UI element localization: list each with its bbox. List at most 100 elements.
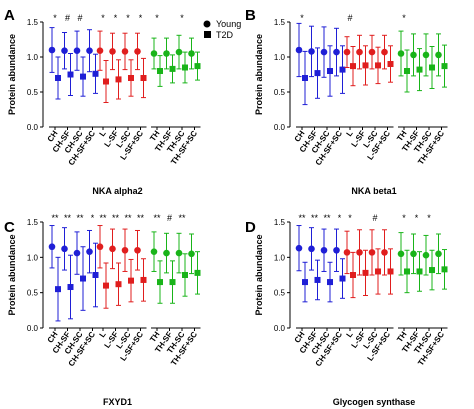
significance-mark: *	[126, 13, 130, 23]
t2d-point	[169, 65, 176, 72]
significance-mark: *	[402, 213, 406, 223]
legend-label-t2d: T2D	[216, 30, 234, 40]
y-tick-label: 1.5	[274, 18, 286, 27]
significance-mark: *	[415, 213, 419, 223]
t2d-point	[302, 279, 308, 286]
t2d-point	[182, 272, 188, 278]
young-point	[333, 246, 340, 254]
young-point	[320, 48, 328, 56]
young-point	[48, 46, 56, 54]
y-tick-label: 0.5	[27, 289, 39, 298]
y-tick-label: 1.0	[274, 53, 286, 62]
t2d-point	[115, 281, 122, 288]
young-point	[61, 47, 68, 54]
x-tick-label: L	[344, 129, 354, 138]
panel-letter: A	[4, 7, 15, 24]
y-tick-label: 1.0	[27, 253, 39, 262]
young-point	[96, 243, 104, 251]
young-point	[163, 249, 170, 257]
significance-mark: **	[112, 213, 120, 223]
y-tick-label: 0.0	[274, 324, 286, 333]
young-point	[134, 48, 141, 55]
young-point	[320, 246, 328, 254]
panel-title: FXYD1	[103, 397, 132, 407]
significance-mark: *	[101, 13, 105, 23]
young-point	[150, 50, 158, 57]
significance-mark: *	[180, 13, 184, 23]
young-point	[295, 244, 303, 252]
significance-mark: *	[114, 13, 118, 23]
significance-mark: **	[311, 213, 319, 223]
young-point	[121, 48, 129, 55]
young-point	[356, 48, 363, 56]
significance-mark: **	[137, 213, 145, 223]
significance-mark: **	[178, 213, 186, 223]
significance-mark: **	[153, 213, 161, 223]
t2d-point	[362, 269, 369, 276]
young-point	[422, 251, 430, 259]
t2d-point	[80, 275, 86, 282]
t2d-point	[128, 75, 134, 81]
young-point	[422, 51, 430, 59]
panel-letter: C	[4, 219, 15, 236]
t2d-point	[375, 268, 381, 275]
significance-mark: **	[64, 213, 72, 223]
young-point	[121, 246, 129, 254]
t2d-point	[67, 71, 74, 78]
t2d-point	[350, 63, 356, 70]
t2d-point	[327, 279, 333, 286]
t2d-point	[350, 272, 356, 278]
young-point	[368, 249, 376, 256]
significance-mark: #	[347, 13, 352, 23]
t2d-point	[55, 75, 61, 81]
young-point	[86, 248, 93, 255]
t2d-point	[103, 78, 109, 85]
t2d-point	[327, 68, 333, 74]
y-tick-label: 1.5	[274, 218, 286, 227]
significance-mark: *	[300, 13, 304, 23]
young-point	[86, 47, 93, 54]
t2d-point	[429, 267, 435, 274]
significance-mark: **	[51, 213, 59, 223]
young-point	[343, 48, 351, 56]
t2d-point	[140, 75, 147, 81]
significance-mark: #	[167, 213, 172, 223]
legend-label-young: Young	[216, 19, 241, 29]
t2d-point	[387, 268, 394, 275]
x-tick-label: L	[97, 129, 107, 138]
y-axis-title: Protein abundance	[254, 234, 264, 315]
young-point	[381, 48, 388, 56]
t2d-point	[362, 62, 369, 69]
t2d-point	[375, 62, 381, 69]
young-point	[368, 48, 376, 56]
y-tick-label: 0.0	[27, 324, 39, 333]
y-tick-label: 1.5	[27, 18, 39, 27]
young-point	[150, 248, 158, 255]
significance-mark: **	[323, 213, 331, 223]
significance-mark: #	[372, 213, 377, 223]
panel-title: Glycogen synthase	[333, 397, 416, 407]
t2d-point	[115, 76, 122, 83]
y-tick-label: 0.5	[27, 88, 39, 97]
y-tick-label: 0.0	[27, 123, 39, 132]
t2d-point	[302, 75, 308, 81]
young-point	[308, 48, 315, 55]
y-axis-title: Protein abundance	[7, 34, 17, 115]
significance-mark: *	[427, 213, 431, 223]
t2d-point	[404, 68, 410, 74]
young-point	[356, 249, 363, 256]
y-tick-label: 0.0	[274, 123, 286, 132]
young-point	[435, 51, 442, 59]
t2d-point	[103, 282, 109, 289]
young-point	[73, 249, 81, 257]
young-point	[134, 246, 141, 254]
panel-title: NKA alpha2	[92, 186, 142, 196]
significance-mark: #	[77, 13, 82, 23]
t2d-point	[92, 70, 99, 77]
panel-letter: B	[245, 7, 256, 24]
